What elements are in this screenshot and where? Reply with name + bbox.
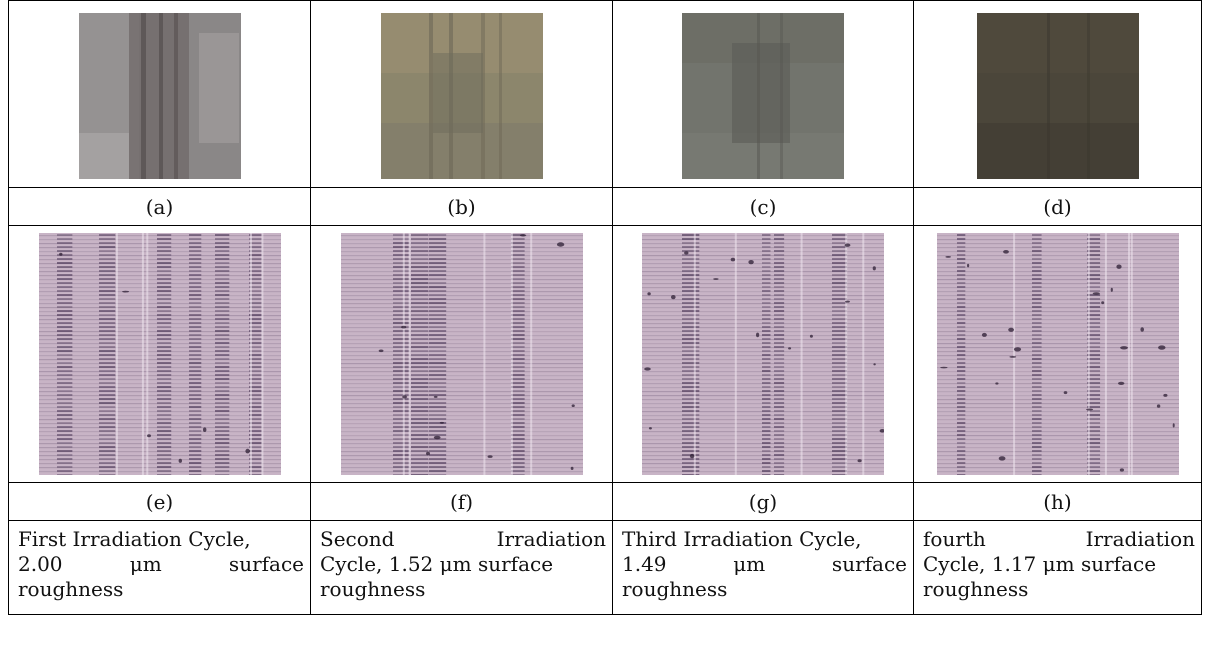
caption-first-cycle: First Irradiation Cycle, 2.00 μm surface r… [8, 520, 311, 615]
caption-line: roughness [18, 577, 124, 601]
cell-b [310, 0, 613, 188]
caption-line: Third Irradiation Cycle, [622, 527, 862, 551]
micro-image-row [8, 225, 1202, 483]
label-a: (a) [8, 187, 311, 226]
caption-line: fourth Irradiation [923, 527, 1195, 551]
micrograph-f [340, 233, 583, 475]
macro-image-row [8, 0, 1202, 188]
caption-line: Cycle, 1.17 μm surface [923, 552, 1157, 576]
caption-line: roughness [923, 577, 1029, 601]
cell-f [310, 225, 613, 483]
surface-photo-b [380, 13, 543, 179]
caption-line: roughness [622, 577, 728, 601]
micro-label-row: (e) (f) (g) (h) [8, 482, 1202, 521]
label-g: (g) [612, 482, 914, 521]
caption-line: roughness [320, 577, 426, 601]
label-f: (f) [310, 482, 613, 521]
surface-photo-a [78, 13, 241, 179]
caption-line: Cycle, 1.52 μm surface [320, 552, 554, 576]
cell-d [913, 0, 1202, 188]
caption-second-cycle: Second Irradiation Cycle, 1.52 μm surface… [310, 520, 613, 615]
label-b: (b) [310, 187, 613, 226]
micrograph-g [642, 233, 884, 475]
caption-row: First Irradiation Cycle, 2.00 μm surface r… [8, 520, 1202, 615]
surface-photo-d [976, 13, 1139, 179]
caption-third-cycle: Third Irradiation Cycle, 1.49 μm surface r… [612, 520, 914, 615]
cell-a [8, 0, 311, 188]
label-d: (d) [913, 187, 1202, 226]
cell-h [913, 225, 1202, 483]
cell-g [612, 225, 914, 483]
label-c: (c) [612, 187, 914, 226]
cell-c [612, 0, 914, 188]
label-e: (e) [8, 482, 311, 521]
micrograph-e [38, 233, 281, 475]
cell-e [8, 225, 311, 483]
caption-fourth-cycle: fourth Irradiation Cycle, 1.17 μm surface… [913, 520, 1202, 615]
label-h: (h) [913, 482, 1202, 521]
surface-photo-c [682, 13, 844, 179]
micrograph-h [936, 233, 1179, 475]
caption-line: 2.00 μm surface [18, 552, 304, 576]
caption-line: 1.49 μm surface [622, 552, 907, 576]
figure-table: (a) (b) (c) (d) (e) (f) (g) (h) First Ir… [8, 0, 1202, 615]
macro-label-row: (a) (b) (c) (d) [8, 187, 1202, 226]
caption-line: Second Irradiation [320, 527, 606, 551]
caption-line: First Irradiation Cycle, [18, 527, 251, 551]
